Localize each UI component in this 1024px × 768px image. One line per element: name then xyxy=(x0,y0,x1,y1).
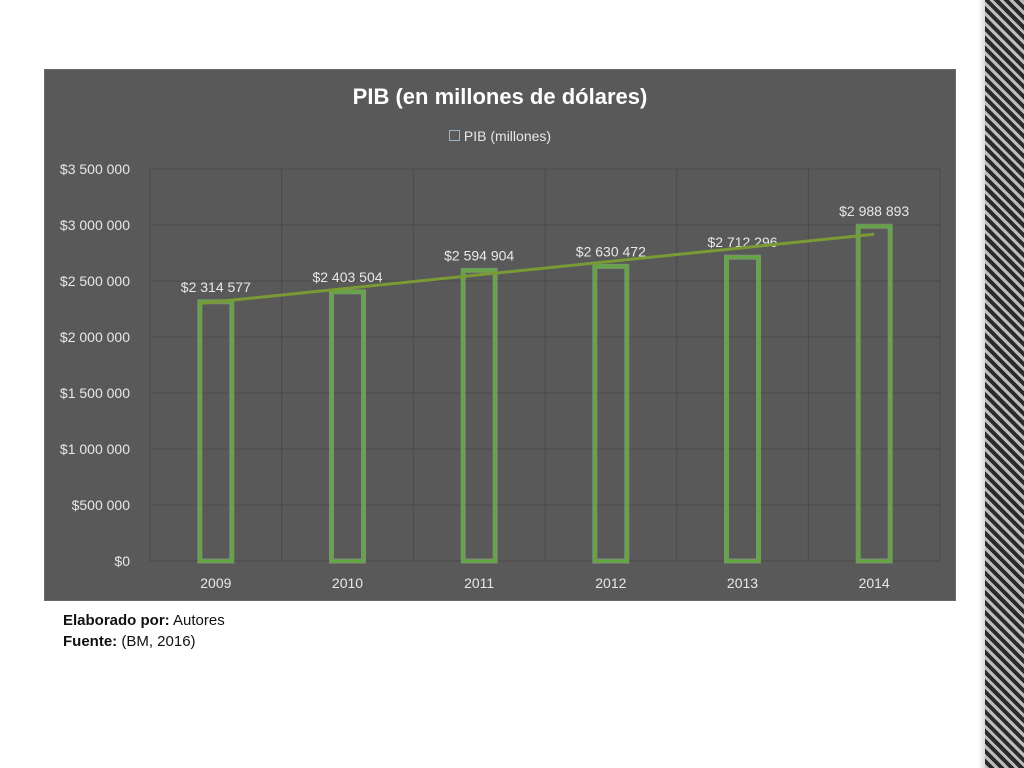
data-label: $2 630 472 xyxy=(576,243,646,259)
caption-author-label: Elaborado por: xyxy=(63,612,170,629)
caption-source-line: Fuente: (BM, 2016) xyxy=(63,631,225,652)
data-label: $2 988 893 xyxy=(839,203,909,219)
legend: PIB (millones) xyxy=(0,128,1000,144)
trendline xyxy=(197,232,875,306)
bar xyxy=(857,225,892,562)
bar xyxy=(593,265,628,562)
bar xyxy=(725,256,760,562)
caption-author-line: Elaborado por: Autores xyxy=(63,610,225,631)
bar-glow xyxy=(329,289,366,564)
y-tick-label: $2 000 000 xyxy=(60,329,130,345)
y-tick-label: $3 000 000 xyxy=(60,217,130,233)
data-label: $2 594 904 xyxy=(444,247,514,263)
y-tick-label: $3 500 000 xyxy=(60,161,130,177)
data-label: $2 403 504 xyxy=(312,269,382,285)
caption: Elaborado por: Autores Fuente: (BM, 2016… xyxy=(63,610,225,652)
bar-glow xyxy=(592,263,630,564)
bar xyxy=(330,290,365,562)
bar-glow xyxy=(460,267,498,564)
caption-source-value: (BM, 2016) xyxy=(121,633,196,650)
x-tick-label: 2010 xyxy=(332,575,363,591)
bar xyxy=(198,300,233,562)
x-tick-label: 2011 xyxy=(464,575,494,591)
caption-author-value: Autores xyxy=(173,612,225,629)
y-tick-label: $1 500 000 xyxy=(60,385,130,401)
bar-glow xyxy=(855,223,893,564)
slide-edge-shadow xyxy=(978,0,985,768)
bar xyxy=(462,269,497,562)
bar-glow xyxy=(197,299,235,564)
legend-label: PIB (millones) xyxy=(463,128,552,144)
y-tick-label: $2 500 000 xyxy=(60,273,130,289)
caption-source-label: Fuente: xyxy=(63,633,118,650)
x-tick-label: 2013 xyxy=(727,575,758,591)
x-tick-label: 2014 xyxy=(859,575,890,591)
y-tick-label: $1 000 000 xyxy=(60,441,130,457)
chart-title: PIB (en millones de dólares) xyxy=(352,84,648,109)
y-tick-label: $0 xyxy=(114,553,130,569)
decorative-side-strip xyxy=(985,0,1024,768)
y-tick-label: $500 000 xyxy=(72,497,131,513)
x-tick-label: 2012 xyxy=(595,575,626,591)
bar-glow xyxy=(724,254,761,564)
x-tick-label: 2009 xyxy=(200,575,231,591)
legend-swatch xyxy=(448,130,460,141)
data-label: $2 314 577 xyxy=(181,279,251,295)
chart-panel xyxy=(44,69,956,601)
